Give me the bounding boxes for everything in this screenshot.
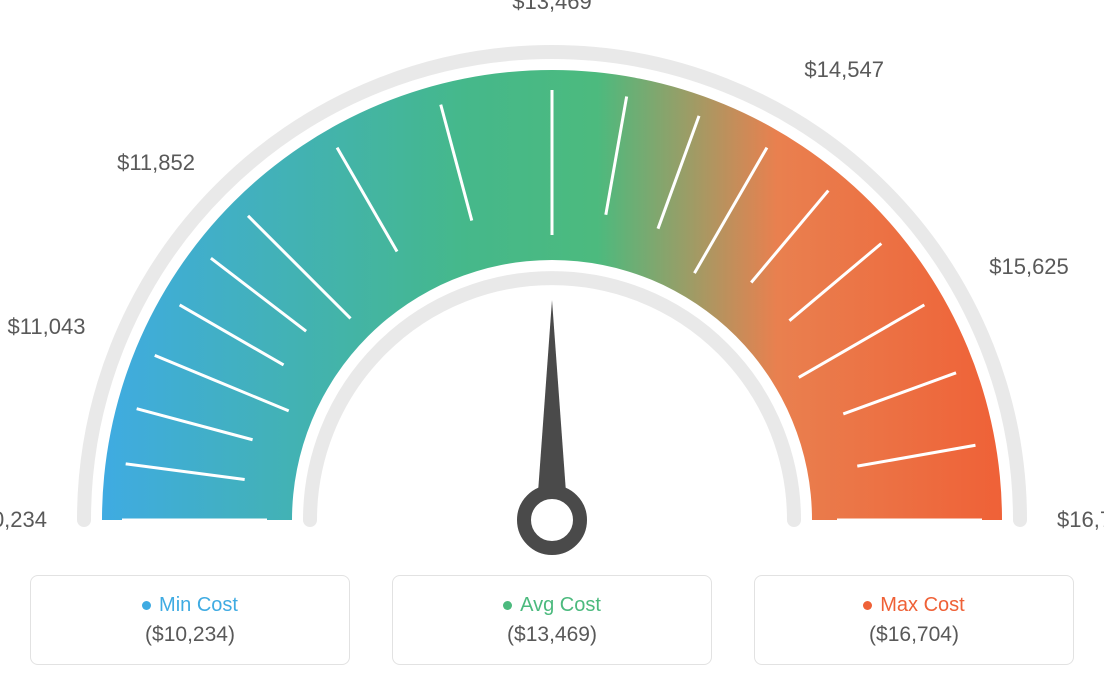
tick-label: $14,547 — [804, 57, 884, 83]
tick-label: $15,625 — [989, 254, 1069, 280]
needle-hub — [524, 492, 580, 548]
legend-dot-max — [863, 601, 872, 610]
tick-label: $10,234 — [0, 507, 47, 533]
legend-label-min: Min Cost — [159, 594, 238, 617]
gauge-svg — [0, 0, 1104, 560]
legend-value-min: ($10,234) — [145, 623, 235, 647]
legend-card-min: Min Cost ($10,234) — [30, 575, 350, 665]
legend-dot-avg — [503, 601, 512, 610]
tick-label: $11,043 — [8, 314, 86, 340]
tick-label: $11,852 — [117, 150, 195, 176]
gauge-area: $10,234 $11,043 $11,852 $13,469 $14,547 $15,6… — [0, 0, 1104, 560]
legend-card-max: Max Cost ($16,704) — [754, 575, 1074, 665]
legend-value-avg: ($13,469) — [507, 623, 597, 647]
legend-value-max: ($16,704) — [869, 623, 959, 647]
legend-title-max: Max Cost — [863, 594, 964, 617]
legend-dot-min — [142, 601, 151, 610]
tick-label: $13,469 — [512, 0, 592, 15]
tick-label: $16,704 — [1057, 507, 1104, 533]
legend-title-avg: Avg Cost — [503, 594, 601, 617]
legend-label-max: Max Cost — [880, 594, 964, 617]
legend-card-avg: Avg Cost ($13,469) — [392, 575, 712, 665]
legend-row: Min Cost ($10,234) Avg Cost ($13,469) Ma… — [0, 570, 1104, 690]
legend-title-min: Min Cost — [142, 594, 238, 617]
legend-label-avg: Avg Cost — [520, 594, 601, 617]
cost-gauge-container: $10,234 $11,043 $11,852 $13,469 $14,547 $15,6… — [0, 0, 1104, 690]
